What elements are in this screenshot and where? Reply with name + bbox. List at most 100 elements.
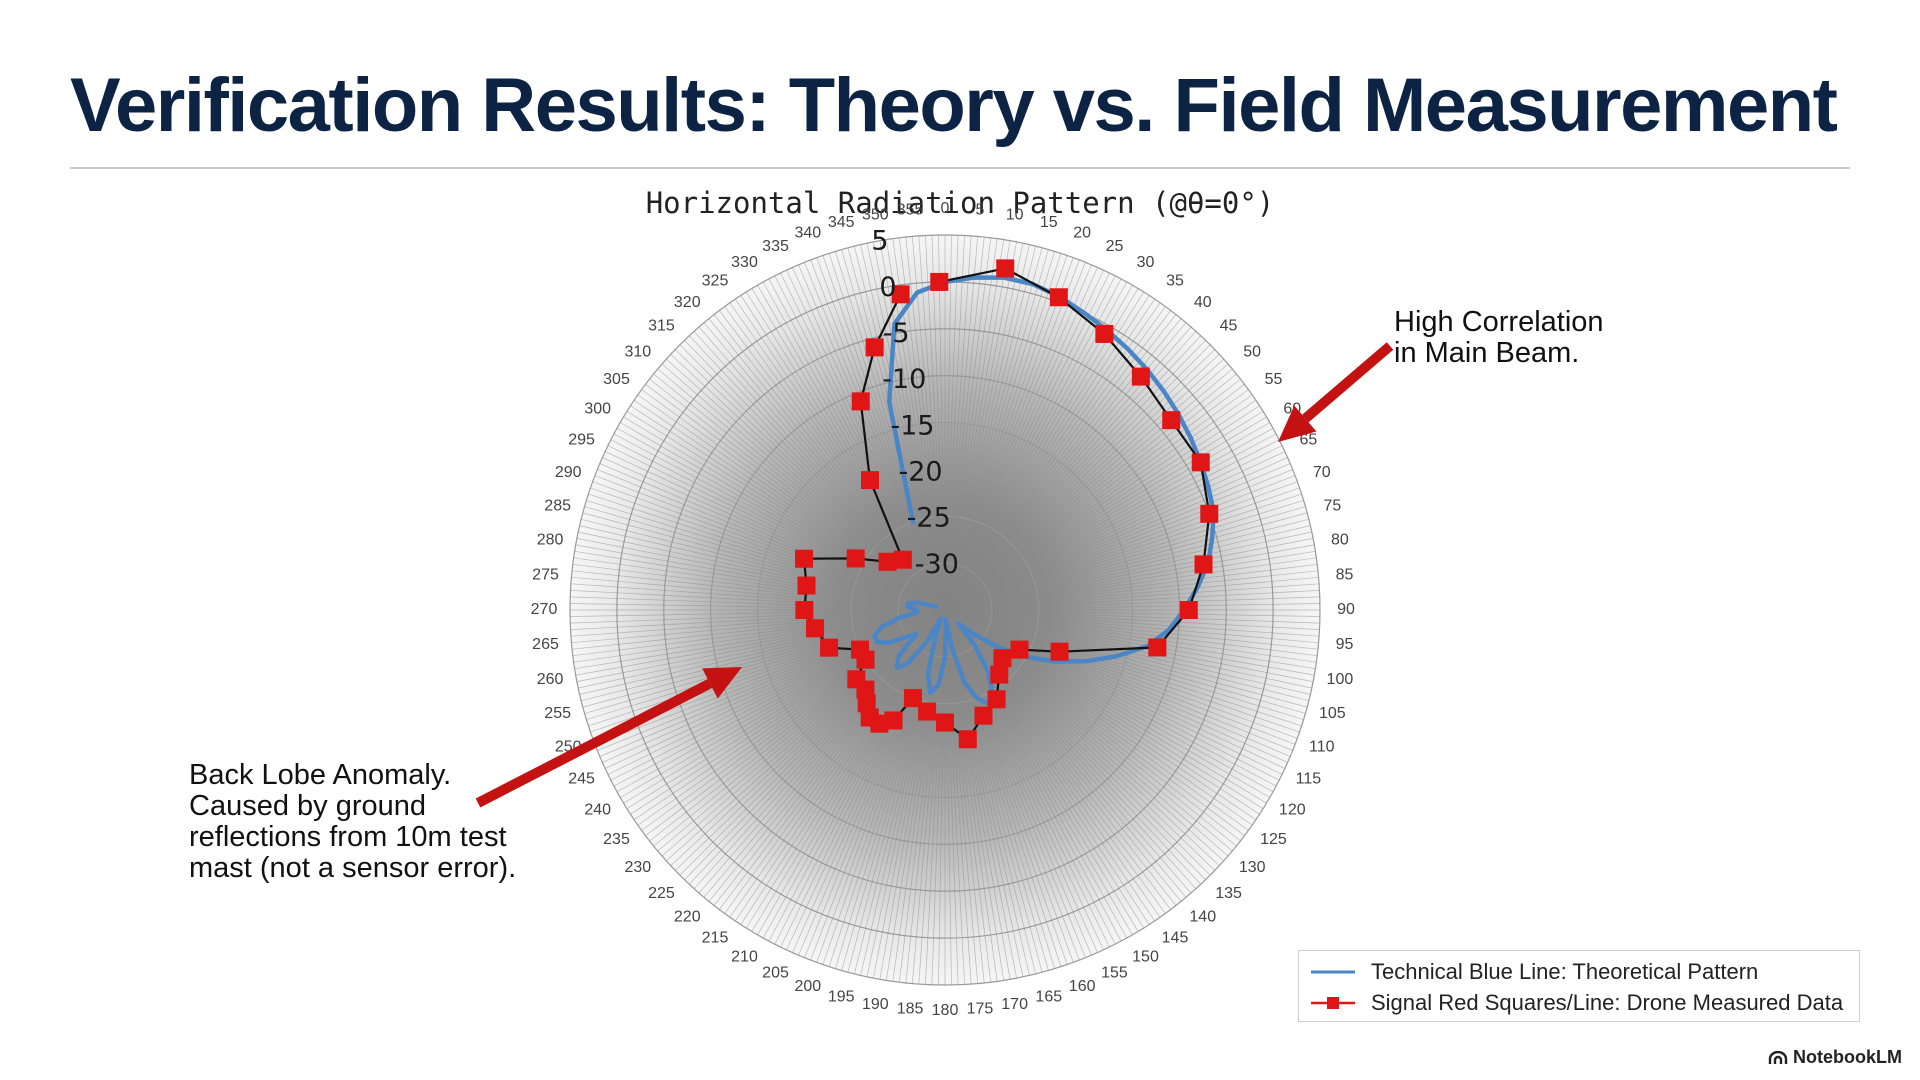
angle-tick-label: 140: [1189, 908, 1216, 925]
angle-tick-label: 130: [1239, 859, 1266, 876]
angle-tick-label: 5: [975, 202, 984, 219]
angle-tick-label: 40: [1194, 294, 1212, 311]
angle-tick-label: 145: [1162, 930, 1189, 947]
radial-tick-label: 5: [871, 226, 888, 257]
angle-tick-label: 20: [1073, 224, 1091, 241]
measured-point-marker: [1050, 642, 1069, 661]
measured-point-marker: [795, 549, 814, 568]
legend-swatch-theory: [1311, 970, 1355, 973]
annotation-arrow-head: [702, 667, 742, 699]
angle-tick-label: 260: [537, 671, 564, 688]
angle-tick-label: 55: [1265, 371, 1283, 388]
angle-tick-label: 200: [794, 978, 821, 995]
angle-tick-label: 270: [531, 601, 558, 618]
angle-tick-label: 150: [1132, 948, 1159, 965]
angle-tick-label: 305: [603, 371, 630, 388]
angle-tick-label: 125: [1260, 831, 1287, 848]
legend-swatch-measured: [1311, 996, 1355, 1009]
annotation-main-beam: High Correlation in Main Beam.: [1394, 307, 1604, 369]
measured-point-marker: [1010, 640, 1029, 659]
angle-tick-label: 275: [532, 566, 559, 583]
angle-tick-label: 325: [702, 273, 729, 290]
angle-tick-label: 115: [1296, 771, 1322, 788]
legend-entry-measured: Signal Red Squares/Line: Drone Measured …: [1309, 987, 1849, 1018]
brand-name: NotebookLM: [1793, 1047, 1902, 1067]
angle-tick-label: 160: [1069, 978, 1096, 995]
annotation-arrows: [475, 342, 1394, 808]
measured-point-marker: [918, 702, 937, 721]
angle-tick-labels: 0 5 10 152025303540455055606570758085909510…: [531, 200, 1355, 1019]
angle-tick-label: 0: [941, 200, 950, 217]
angle-tick-label: 225: [648, 885, 675, 902]
angle-tick-label: 135: [1215, 885, 1242, 902]
angle-tick-label: 255: [544, 705, 571, 722]
measured-point-marker: [861, 471, 879, 490]
angle-tick-label: 155: [1101, 965, 1128, 982]
angle-tick-label: 170: [1001, 996, 1028, 1013]
angle-tick-label: 75: [1323, 497, 1341, 514]
angle-tick-label: 300: [584, 401, 611, 418]
title-divider: [70, 167, 1850, 169]
annotation-back-lobe-line: Caused by ground: [189, 790, 426, 822]
angle-tick-label: 50: [1243, 343, 1261, 360]
angle-tick-label: 95: [1336, 636, 1354, 653]
angle-tick-label: 215: [702, 930, 729, 947]
angle-tick-label: 10: [1006, 206, 1024, 223]
angle-tick-label: 220: [674, 908, 701, 925]
measured-point-marker: [1200, 504, 1219, 523]
measured-point-marker: [860, 708, 879, 727]
series-group: [795, 259, 1219, 749]
measured-point-marker: [1194, 555, 1213, 574]
angle-tick-label: 330: [731, 254, 758, 271]
measured-point-marker: [974, 706, 993, 725]
angle-tick-label: 65: [1300, 432, 1318, 449]
slide-title: Verification Results: Theory vs. Field M…: [70, 63, 1838, 148]
measured-point-marker: [987, 690, 1006, 709]
measured-point-marker: [1179, 601, 1198, 619]
angle-tick-label: 235: [603, 831, 630, 848]
legend-entry-theory: Technical Blue Line: Theoretical Pattern: [1309, 956, 1849, 987]
radial-tick-label: -10: [882, 364, 926, 395]
angle-tick-label: 180: [932, 1002, 959, 1019]
angle-tick-label: 165: [1035, 989, 1062, 1006]
angle-tick-label: 340: [794, 224, 821, 241]
radial-tick-label: -15: [890, 410, 934, 441]
angle-tick-label: 345: [828, 214, 855, 231]
measured-point-marker: [795, 601, 814, 619]
measured-point-marker: [1095, 324, 1114, 343]
annotation-arrow-shaft: [475, 679, 713, 808]
measured-point-marker: [1162, 411, 1181, 430]
measured-point-marker: [990, 665, 1009, 684]
measured-point-marker: [993, 649, 1012, 668]
brand-mark: NotebookLM: [1768, 1047, 1902, 1068]
radial-tick-label: -25: [907, 503, 951, 534]
annotation-arrow-head: [1278, 405, 1317, 442]
angle-tick-label: 290: [555, 464, 582, 481]
measured-point-marker: [851, 640, 870, 659]
measured-point-marker: [820, 638, 839, 657]
annotation-back-lobe-line: Back Lobe Anomaly.: [189, 759, 452, 791]
chart-title: Horizontal Radiation Pattern (@θ=0°): [645, 186, 1275, 220]
measured-point-marker: [847, 670, 866, 689]
angle-tick-label: 320: [674, 294, 701, 311]
angle-tick-label: 280: [537, 532, 564, 549]
angle-tick-label: 105: [1319, 705, 1346, 722]
measured-point-marker: [930, 272, 949, 291]
angle-tick-label: 30: [1137, 254, 1155, 271]
angle-tick-label: 70: [1313, 464, 1331, 481]
annotation-arrow-shaft: [1302, 342, 1394, 423]
measured-point-marker: [1049, 288, 1068, 307]
angle-tick-label: 350: [862, 206, 889, 223]
angle-tick-label: 205: [762, 965, 789, 982]
series-theory-line: [872, 275, 1216, 706]
angle-tick-label: 80: [1331, 532, 1349, 549]
measured-point-marker: [846, 549, 865, 568]
polar-grid: [569, 234, 1321, 986]
angle-tick-label: 315: [648, 318, 675, 335]
angular-grid-spokes: [570, 235, 1320, 985]
measured-point-marker: [958, 730, 977, 749]
radial-tick-label: -5: [883, 318, 910, 349]
measured-point-marker: [1148, 638, 1167, 657]
measured-point-marker: [865, 338, 884, 357]
